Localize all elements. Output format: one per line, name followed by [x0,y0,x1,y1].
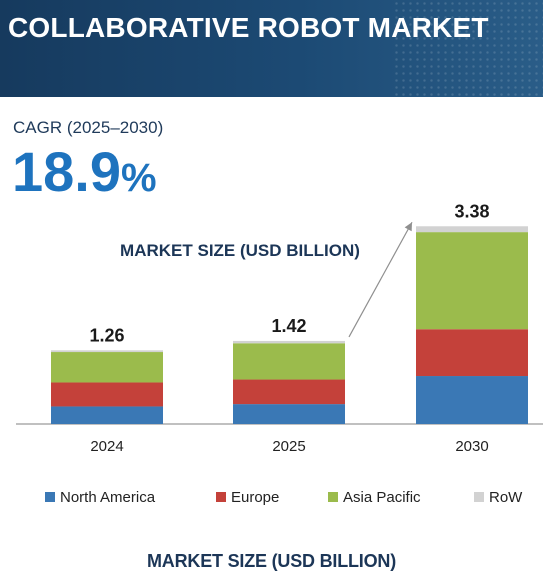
header-banner: COLLABORATIVE ROBOT MARKET [0,0,543,97]
bar-asia-pacific-2024 [51,352,163,383]
legend-swatch-row [474,492,484,502]
total-label-2024: 1.26 [89,325,124,345]
cagr-unit: % [121,156,157,200]
x-tick-2025: 2025 [272,438,305,455]
bar-north-america-2030 [416,376,528,424]
legend-label-europe: Europe [231,489,279,506]
legend-label-row: RoW [489,489,523,506]
legend-label-north-america: North America [60,489,156,506]
cagr-value: 18.9% [12,140,157,210]
x-tick-2024: 2024 [90,438,123,455]
legend-swatch-asia-pacific [328,492,338,502]
legend-label-asia-pacific: Asia Pacific [343,489,421,506]
page-title: COLLABORATIVE ROBOT MARKET [8,12,489,43]
bar-row-2024 [51,350,163,353]
cagr-label: CAGR (2025–2030) [13,118,164,137]
chart-title: MARKET SIZE (USD BILLION) [120,241,360,260]
bar-asia-pacific-2025 [233,343,345,380]
x-tick-2030: 2030 [455,438,488,455]
total-label-2030: 3.38 [454,201,489,221]
total-label-2025: 1.42 [271,316,306,336]
bar-row-2030 [416,226,528,233]
bar-europe-2030 [416,329,528,377]
bar-europe-2024 [51,382,163,407]
bar-north-america-2024 [51,406,163,424]
legend-swatch-north-america [45,492,55,502]
trend-arrow-head [404,222,412,232]
bar-north-america-2025 [233,404,345,424]
legend-swatch-europe [216,492,226,502]
header-dot-pattern [393,0,543,97]
bar-row-2025 [233,340,345,344]
bar-asia-pacific-2030 [416,232,528,330]
footer-title: MARKET SIZE (USD BILLION) [147,551,396,571]
bar-europe-2025 [233,379,345,405]
cagr-number: 18.9 [12,140,121,203]
trend-arrow-line [348,221,413,338]
